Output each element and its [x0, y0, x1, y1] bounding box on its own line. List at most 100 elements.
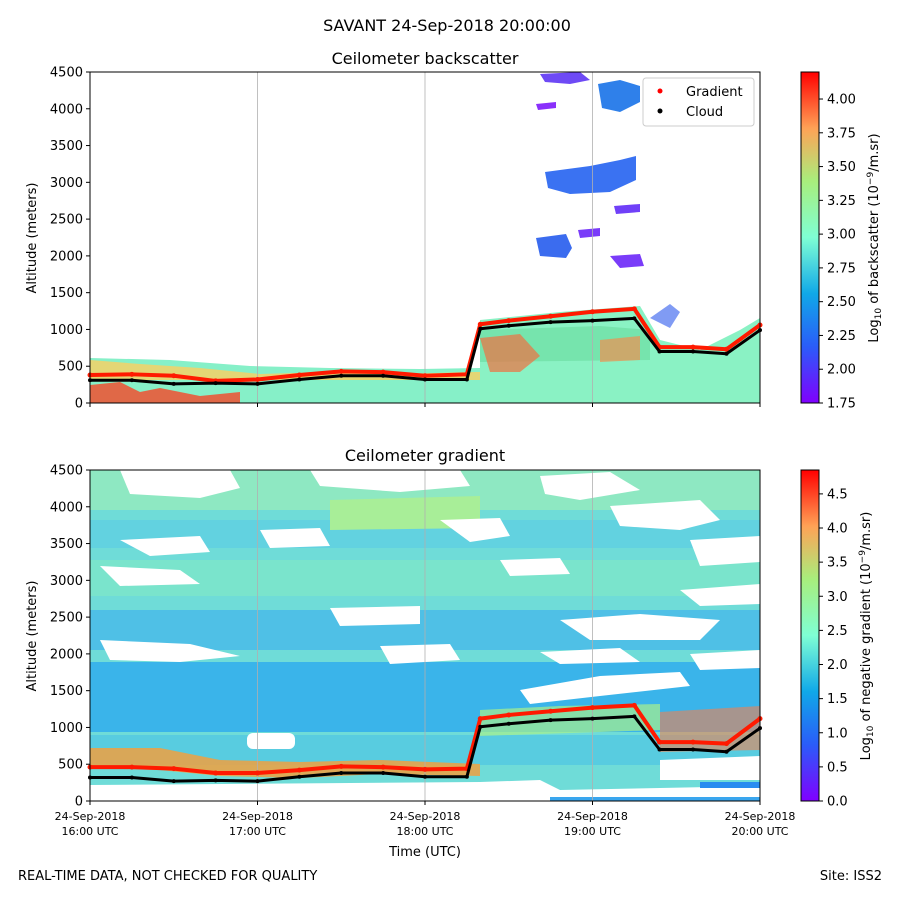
series-point-cloud: [171, 779, 176, 784]
y-tick-label: 4000: [50, 102, 83, 117]
x-tick-date-label: 24-Sep-2018: [222, 810, 293, 823]
colorbar-tick-label: 3.25: [827, 194, 856, 209]
x-tick-time-label: 19:00 UTC: [564, 825, 621, 838]
series-point-cloud: [339, 373, 344, 378]
backscatter-ylabel: Altitude (meters): [25, 183, 40, 294]
series-point-gradient: [255, 770, 260, 776]
colorbar-tick-label: 2.75: [827, 261, 856, 276]
backscatter-x-ticks: [89, 403, 761, 407]
series-point-gradient: [338, 368, 344, 374]
panel-backscatter-title: Ceilometer backscatter: [332, 49, 519, 68]
series-point-gradient: [631, 702, 637, 708]
series-point-gradient: [548, 708, 554, 714]
series-point-gradient: [422, 766, 428, 772]
series-point-cloud: [423, 377, 427, 382]
series-point-gradient: [171, 766, 177, 772]
x-tick-time-label: 16:00 UTC: [61, 825, 118, 838]
legend: Gradient Cloud: [642, 77, 755, 127]
gradient-colorbar-ticks: 0.0 0.5 1.0 1.5 2.0 2.5 3.0 3.5 4.0 4.5: [819, 487, 848, 810]
series-point-cloud: [506, 721, 511, 726]
figure-suptitle: SAVANT 24-Sep-2018 20:00:00: [323, 16, 571, 35]
panel-gradient-title: Ceilometer gradient: [345, 446, 505, 465]
colorbar-tick-label: 1.75: [827, 397, 856, 412]
backscatter-colorbar: 1.75 2.00 2.25 2.50 2.75 3.00 3.25 3.50 3.75 4.00…: [800, 71, 884, 412]
series-point-cloud: [129, 775, 134, 780]
series-point-cloud: [129, 378, 134, 383]
gradient-xlabel: Time (UTC): [388, 845, 461, 860]
y-tick-label: 2000: [50, 249, 83, 264]
legend-gradient-label: Gradient: [686, 85, 743, 100]
series-point-cloud: [297, 377, 302, 382]
colorbar-tick-label: 2.25: [827, 329, 856, 344]
legend-cloud-label: Cloud: [686, 105, 723, 120]
series-point-gradient: [506, 318, 512, 324]
gradient-colorbar: 0.0 0.5 1.0 1.5 2.0 2.5 3.0 3.5 4.0 4.5 Log10 of …: [800, 469, 876, 810]
colorbar-tick-label: 3.00: [827, 228, 856, 243]
y-tick-label: 1000: [50, 721, 83, 736]
series-point-cloud: [255, 381, 260, 386]
legend-cloud-marker: [657, 108, 663, 114]
colorbar-tick-label: 3.50: [827, 160, 856, 175]
series-point-cloud: [691, 349, 695, 354]
series-point-cloud: [213, 778, 218, 783]
y-tick-label: 1000: [50, 323, 83, 338]
series-point-gradient: [422, 373, 428, 379]
panel-backscatter: Ceilometer backscatter: [25, 49, 884, 412]
series-point-gradient: [296, 767, 302, 773]
backscatter-colorbar-label: Log10 of backscatter (10−9/m.sr): [866, 133, 884, 342]
x-tick-date-label: 24-Sep-2018: [557, 810, 628, 823]
colorbar-tick-label: 2.5: [827, 624, 848, 639]
series-point-gradient: [724, 741, 729, 747]
y-tick-label: 2500: [50, 213, 83, 228]
series-point-cloud: [381, 373, 386, 378]
colorbar-tick-label: 1.5: [827, 692, 848, 707]
series-point-gradient: [213, 770, 219, 776]
series-point-gradient: [380, 764, 386, 770]
series-point-gradient: [171, 373, 177, 379]
legend-gradient-marker: [657, 88, 663, 94]
y-tick-label: 3000: [50, 574, 83, 589]
colorbar-tick-label: 4.0: [827, 522, 848, 537]
backscatter-colorbar-ticks: 1.75 2.00 2.25 2.50 2.75 3.00 3.25 3.50 3.75 4.00: [819, 93, 856, 412]
y-tick-label: 1500: [50, 286, 83, 301]
series-point-cloud: [506, 323, 511, 328]
series-point-cloud: [464, 774, 469, 779]
series-point-gradient: [631, 306, 637, 312]
series-point-gradient: [129, 371, 135, 377]
series-point-cloud: [590, 716, 595, 721]
colorbar-tick-label: 2.00: [827, 363, 856, 378]
series-point-gradient: [255, 376, 260, 382]
colorbar-tick-label: 3.75: [827, 126, 856, 141]
series-point-gradient: [590, 705, 595, 711]
y-tick-label: 0: [75, 397, 83, 412]
series-point-cloud: [213, 381, 218, 386]
gradient-x-ticks: 24-Sep-2018 16:00 UTC 24-Sep-2018 17:00 UTC…: [55, 801, 796, 838]
series-point-cloud: [478, 326, 483, 331]
colorbar-tick-label: 4.5: [827, 487, 848, 502]
x-tick-date-label: 24-Sep-2018: [725, 810, 796, 823]
colorbar-tick-label: 2.0: [827, 658, 848, 673]
series-point-cloud: [590, 318, 595, 323]
series-point-gradient: [477, 716, 483, 722]
gradient-colorbar-bar: [800, 469, 820, 802]
y-tick-label: 1500: [50, 684, 83, 699]
y-tick-label: 2500: [50, 611, 83, 626]
series-point-cloud: [297, 774, 302, 779]
x-tick-date-label: 24-Sep-2018: [55, 810, 126, 823]
y-tick-label: 0: [75, 795, 83, 810]
legend-box: [642, 77, 755, 127]
series-point-gradient: [690, 739, 696, 745]
backscatter-cloud-series: [88, 316, 762, 386]
series-point-cloud: [724, 351, 729, 356]
y-tick-label: 500: [58, 360, 83, 375]
series-point-cloud: [339, 771, 344, 776]
gradient-cloud-series: [88, 714, 762, 784]
colorbar-tick-label: 1.0: [827, 726, 848, 741]
series-point-gradient: [506, 712, 512, 718]
series-point-cloud: [255, 779, 260, 784]
series-point-gradient: [477, 321, 483, 327]
y-tick-label: 3500: [50, 537, 83, 552]
series-point-cloud: [657, 747, 662, 752]
footer-site: Site: ISS2: [819, 869, 882, 884]
